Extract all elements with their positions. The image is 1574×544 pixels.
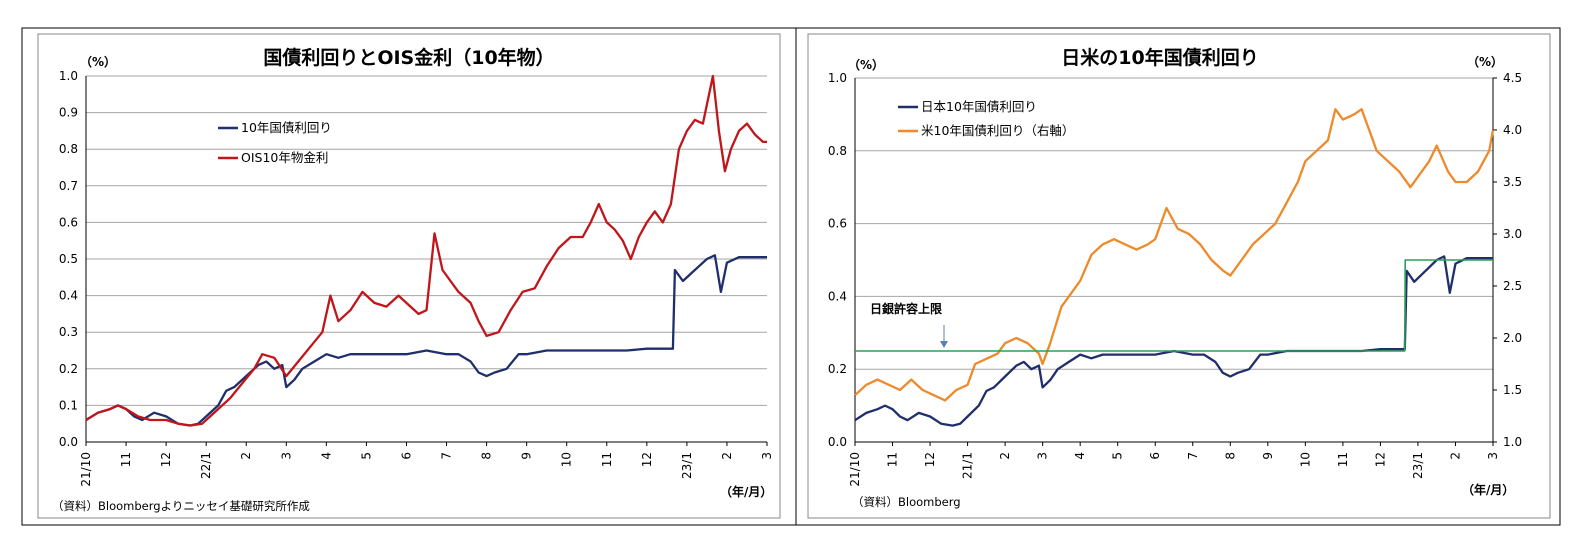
boj-cap-annotation: 日銀許容上限 [870,301,948,348]
series-line-10 [85,254,767,427]
x-tick-label: 9 [520,452,534,460]
y-tick-label: 0.4 [59,289,78,303]
series-line-10 [854,255,1493,427]
legend-label-jgb10y: 10年国債利回り [241,120,332,135]
x-tick-label: 21/10 [848,452,862,487]
x-tick-label: 10 [560,452,574,467]
y-tick-label: 1.0 [59,69,78,83]
y-tick-label: 0.7 [59,179,78,193]
x-tick-label: 7 [440,452,454,460]
y-tick-label: 0.2 [59,362,78,376]
x-tick-label: 3 [1036,452,1050,460]
x-tick-label: 12 [159,452,173,467]
source-note: （資料）Bloombergよりニッセイ基礎研究所作成 [52,499,310,513]
gridlines [85,75,767,443]
series-lines [854,108,1495,427]
x-tick-label: 10 [1298,452,1312,467]
chart-area-right [807,33,1551,519]
y-axis-label: （%） [80,54,116,69]
x-tick-label: 3 [279,452,293,460]
y2-tick-label: 3.0 [1503,227,1522,241]
x-tick-label: 2 [998,452,1012,460]
figure-frame [21,27,1561,526]
y-tick-label: 0.5 [59,252,78,266]
x-tick-label: 4 [319,452,333,460]
x-tick-label: 6 [1148,452,1162,460]
x-tick-label: 11 [600,452,614,467]
x-axis-label: （年/月） [720,484,772,499]
y-axis-ticks: 0.0 0.1 0.2 0.3 0.4 0.5 0.6 0.7 0.8 0.9 1.0 [59,69,78,449]
x-tick-label: 3 [1486,452,1500,460]
x-tick-label: 23/1 [680,452,694,479]
y2-tick-label: 4.5 [1503,71,1522,85]
x-axis-label: （年/月） [1462,482,1514,497]
series-line-ois10 [85,74,767,427]
y2-axis-ticks: 1.0 1.5 2.0 2.5 3.0 3.5 4.0 4.5 [1492,71,1522,449]
legend: 日本10年国債利回り 米10年国債利回り（右軸） [898,99,1074,138]
arrow-down-icon [940,341,948,348]
y-tick-label: 0.8 [828,144,847,158]
y-axis-label: （%） [848,57,884,72]
legend: 10年国債利回り OIS10年物金利 [218,120,332,165]
y2-tick-label: 3.5 [1503,175,1522,189]
y2-tick-label: 2.5 [1503,279,1522,293]
x-tick-label: 11 [119,452,133,467]
y-tick-label: 0.8 [59,142,78,156]
series-line- [855,259,1493,352]
x-tick-label: 12 [640,452,654,467]
legend-label-us10y: 米10年国債利回り（右軸） [921,123,1074,138]
x-tick-label: 8 [1223,452,1237,460]
x-tick-label: 23/1 [1411,452,1425,479]
y-tick-label: 0.9 [59,106,78,120]
x-tick-label: 2 [1448,452,1462,460]
x-tick-label: 5 [1111,452,1125,460]
x-tick-label: 11 [886,452,900,467]
x-tick-label: 21/10 [79,452,93,487]
x-tick-label: 7 [1186,452,1200,460]
y-tick-label: 1.0 [828,71,847,85]
x-tick-label: 22/1 [199,452,213,479]
series-lines [85,74,767,427]
x-tick-label: 3 [760,452,774,460]
series-line-10 [854,108,1495,402]
y-tick-label: 0.6 [828,217,847,231]
x-tick-label: 5 [359,452,373,460]
y-axis-ticks: 0.0 0.2 0.4 0.6 0.8 1.0 [828,71,847,449]
chart-title: 国債利回りとOIS金利（10年物） [263,46,554,69]
y-tick-label: 0.2 [828,362,847,376]
legend-label-ois10y: OIS10年物金利 [241,150,328,165]
y2-tick-label: 4.0 [1503,123,1522,137]
annotation-label: 日銀許容上限 [870,301,942,316]
y2-tick-label: 2.0 [1503,331,1522,345]
y-tick-label: 0.0 [59,435,78,449]
x-tick-label: 6 [399,452,413,460]
chart-japan-us-yields: 日米の10年国債利回り （%） （%） （年/月） （資料）Bloomberg … [828,46,1522,509]
x-tick-label: 11 [1336,452,1350,467]
y-tick-label: 0.1 [59,398,78,412]
chart-ois-vs-jgb: 国債利回りとOIS金利（10年物） （%） （年/月） （資料）Bloomber… [52,46,774,513]
x-tick-label: 21/1 [961,452,975,479]
x-tick-label: 2 [239,452,253,460]
y2-axis-label: （%） [1467,54,1503,69]
x-tick-label: 12 [1373,452,1387,467]
x-axis-ticks: 21/10 11 12 21/1 2 3 4 5 6 7 8 9 10 11 12 23/1 2 3 [848,442,1500,487]
y2-tick-label: 1.5 [1503,383,1522,397]
source-note: （資料）Bloomberg [852,495,961,509]
x-axis-ticks: 21/10 11 12 22/1 2 3 4 5 6 7 8 9 10 11 12 23/1 2 3 [79,442,774,487]
x-tick-label: 8 [480,452,494,460]
y-tick-label: 0.4 [828,289,847,303]
y2-tick-label: 1.0 [1503,435,1522,449]
chart-area-left [37,33,781,519]
x-tick-label: 4 [1073,452,1087,460]
legend-label-jp10y: 日本10年国債利回り [921,99,1037,114]
x-tick-label: 12 [923,452,937,467]
y-tick-label: 0.6 [59,215,78,229]
x-tick-label: 9 [1261,452,1275,460]
y-tick-label: 0.0 [828,435,847,449]
y-tick-label: 0.3 [59,325,78,339]
x-tick-label: 2 [720,452,734,460]
chart-title: 日米の10年国債利回り [1061,46,1258,69]
